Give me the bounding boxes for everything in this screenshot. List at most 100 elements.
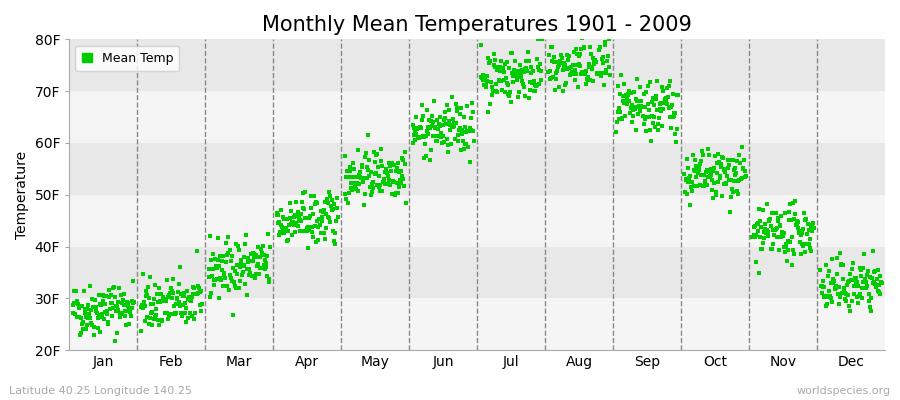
Point [390,180,404,187]
Point [633,84,647,90]
Point [549,70,563,76]
Point [733,152,747,158]
Point [249,252,264,258]
Point [307,193,321,199]
Point [693,182,707,188]
Point [507,67,521,73]
Point [124,313,139,320]
Point [750,221,764,227]
Point [558,82,572,88]
Point [105,300,120,306]
Point [596,54,610,60]
Point [462,128,476,134]
Point [818,302,832,309]
Point [844,277,859,284]
Point [464,100,479,106]
Point [598,42,612,48]
Point [284,208,298,214]
Point [194,307,209,314]
Point [392,190,406,196]
Point [166,289,180,296]
Point [306,210,320,217]
Point [615,116,629,122]
Point [256,243,270,249]
Point [392,184,407,190]
Point [93,301,107,308]
Point [657,98,671,104]
Point [140,293,154,299]
Point [838,290,852,296]
Point [870,288,885,294]
Point [689,174,704,180]
Point [222,272,237,278]
Point [321,214,336,221]
Point [846,276,860,283]
Point [182,294,196,300]
Point [292,217,307,223]
Point [239,292,254,298]
Point [395,155,410,162]
Point [287,214,302,221]
Point [151,284,166,291]
Point [500,79,514,86]
Point [275,214,290,220]
Point [832,284,846,291]
Point [805,248,819,255]
Point [374,188,389,194]
Point [718,169,733,175]
Point [564,71,579,78]
Point [508,72,522,79]
Point [611,82,625,89]
Point [871,267,886,273]
Point [382,177,396,183]
Point [842,271,857,278]
Point [234,261,248,267]
Point [142,294,157,301]
Point [761,218,776,224]
Point [549,76,563,82]
Point [238,232,253,239]
Point [288,212,302,218]
Point [270,212,284,218]
Point [711,179,725,185]
Point [212,263,227,269]
Point [715,193,729,199]
Point [759,225,773,232]
Point [569,70,583,77]
Point [644,99,659,106]
Point [340,174,355,180]
Point [624,90,638,96]
Point [718,179,733,186]
Point [732,176,746,183]
Point [616,81,631,88]
Point [343,168,357,174]
Point [454,127,469,133]
Point [527,88,542,95]
Point [103,287,117,294]
Point [376,178,391,185]
Point [557,63,572,70]
Point [575,69,590,75]
Point [724,176,739,183]
Point [243,271,257,278]
Point [75,303,89,310]
Point [416,113,430,119]
Point [798,241,813,247]
Point [159,310,174,316]
Point [567,76,581,83]
Point [388,192,402,198]
Point [349,186,364,192]
Point [790,219,805,226]
Point [346,185,361,192]
Point [259,260,274,266]
Point [242,266,256,272]
Point [779,258,794,264]
Point [801,240,815,247]
Point [737,168,751,174]
Point [663,78,678,84]
Point [738,173,752,179]
Point [865,248,879,254]
Point [833,293,848,300]
Point [455,138,470,144]
Point [565,62,580,68]
